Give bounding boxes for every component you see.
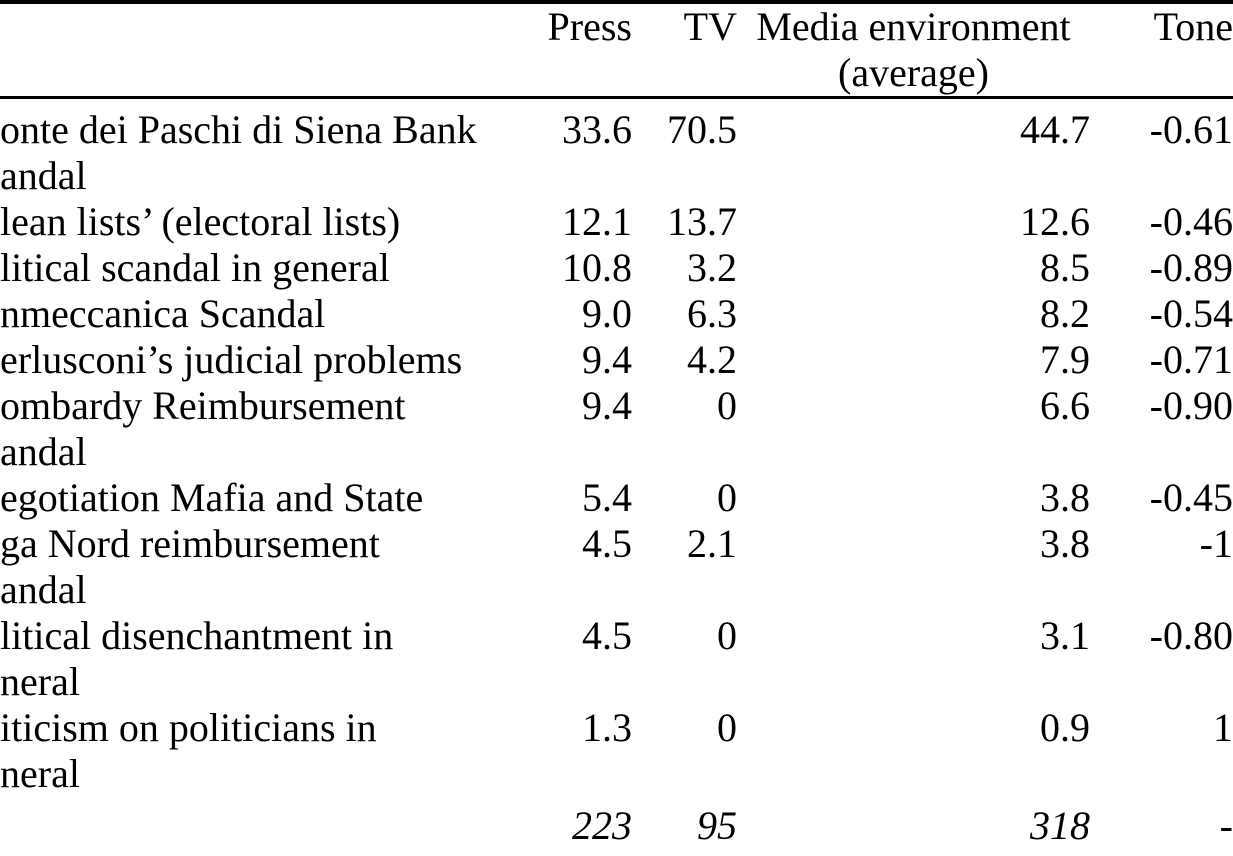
media-value: 3.8 bbox=[1040, 475, 1090, 520]
totals-row: 223 95 318 - bbox=[0, 797, 1233, 849]
row-label-line2: andal bbox=[0, 153, 87, 198]
media-value: 3.1 bbox=[1040, 613, 1090, 658]
tone-value: -1 bbox=[1199, 521, 1233, 566]
label-header bbox=[0, 2, 500, 98]
row-label-line2: andal bbox=[0, 567, 87, 612]
row-label-line1: litical scandal in general bbox=[0, 245, 390, 290]
tv-total: 95 bbox=[697, 803, 737, 848]
row-label: erlusconi’s judicial problems bbox=[0, 337, 500, 383]
table-row: iticism on politicians in neral 1.3 0 0.… bbox=[0, 705, 1233, 797]
press-value: 4.5 bbox=[582, 521, 632, 566]
row-label: nmeccanica Scandal bbox=[0, 291, 500, 337]
media-environment-header-line2: (average) bbox=[838, 50, 989, 95]
tone-value: -0.46 bbox=[1149, 199, 1233, 244]
tv-value: 13.7 bbox=[667, 199, 737, 244]
row-label: litical scandal in general bbox=[0, 245, 500, 291]
tone-value: -0.45 bbox=[1149, 475, 1233, 520]
header-row: Press TV Media environment (average) Ton… bbox=[0, 2, 1233, 98]
row-label: ga Nord reimbursement andal bbox=[0, 521, 500, 613]
tv-header: TV bbox=[683, 4, 737, 49]
press-value: 9.4 bbox=[582, 337, 632, 382]
row-label-line1: onte dei Paschi di Siena Bank bbox=[0, 107, 477, 152]
row-label-line1: iticism on politicians in bbox=[0, 705, 377, 750]
row-label-line1: nmeccanica Scandal bbox=[0, 291, 326, 336]
media-environment-header: Media environment (average) bbox=[737, 2, 1090, 98]
totals-label bbox=[0, 797, 500, 849]
press-total: 223 bbox=[572, 803, 632, 848]
press-value: 33.6 bbox=[562, 107, 632, 152]
media-value: 12.6 bbox=[1020, 199, 1090, 244]
row-label-line1: ombardy Reimbursement bbox=[0, 383, 406, 428]
media-environment-header-line1: Media environment bbox=[756, 4, 1071, 49]
media-value: 8.2 bbox=[1040, 291, 1090, 336]
tone-value: -0.80 bbox=[1149, 613, 1233, 658]
tone-value: -0.90 bbox=[1149, 383, 1233, 428]
tone-value: 1 bbox=[1213, 705, 1233, 750]
press-value: 9.0 bbox=[582, 291, 632, 336]
tv-value: 2.1 bbox=[687, 521, 737, 566]
row-label-line2: andal bbox=[0, 429, 87, 474]
table-row: onte dei Paschi di Siena Bank andal 33.6… bbox=[0, 98, 1233, 200]
tone-value: -0.54 bbox=[1149, 291, 1233, 336]
row-label-line1: ga Nord reimbursement bbox=[0, 521, 380, 566]
row-label: lean lists’ (electoral lists) bbox=[0, 199, 500, 245]
tone-total: - bbox=[1219, 803, 1233, 848]
row-label: litical disenchantment in neral bbox=[0, 613, 500, 705]
tv-value: 6.3 bbox=[687, 291, 737, 336]
row-label-line1: litical disenchantment in bbox=[0, 613, 394, 658]
press-value: 5.4 bbox=[582, 475, 632, 520]
table-row: ombardy Reimbursement andal 9.4 0 6.6 -0… bbox=[0, 383, 1233, 475]
table-row: litical disenchantment in neral 4.5 0 3.… bbox=[0, 613, 1233, 705]
tv-value: 70.5 bbox=[667, 107, 737, 152]
tv-value: 3.2 bbox=[687, 245, 737, 290]
tone-value: -0.61 bbox=[1149, 107, 1233, 152]
table-row: lean lists’ (electoral lists) 12.1 13.7 … bbox=[0, 199, 1233, 245]
media-value: 44.7 bbox=[1020, 107, 1090, 152]
table-row: litical scandal in general 10.8 3.2 8.5 … bbox=[0, 245, 1233, 291]
tv-value: 0 bbox=[717, 383, 737, 428]
press-value: 9.4 bbox=[582, 383, 632, 428]
media-value: 3.8 bbox=[1040, 521, 1090, 566]
media-value: 0.9 bbox=[1040, 705, 1090, 750]
table-row: ga Nord reimbursement andal 4.5 2.1 3.8 … bbox=[0, 521, 1233, 613]
row-label: iticism on politicians in neral bbox=[0, 705, 500, 797]
press-value: 4.5 bbox=[582, 613, 632, 658]
tone-value: -0.89 bbox=[1149, 245, 1233, 290]
tone-header: Tone bbox=[1153, 4, 1233, 49]
tv-value: 4.2 bbox=[687, 337, 737, 382]
row-label-line1: lean lists’ (electoral lists) bbox=[0, 199, 401, 244]
row-label: egotiation Mafia and State bbox=[0, 475, 500, 521]
table-row: egotiation Mafia and State 5.4 0 3.8 -0.… bbox=[0, 475, 1233, 521]
row-label-line2: neral bbox=[0, 659, 80, 704]
media-value: 6.6 bbox=[1040, 383, 1090, 428]
table-row: erlusconi’s judicial problems 9.4 4.2 7.… bbox=[0, 337, 1233, 383]
row-label-line1: egotiation Mafia and State bbox=[0, 475, 424, 520]
media-total: 318 bbox=[1030, 803, 1090, 848]
row-label: onte dei Paschi di Siena Bank andal bbox=[0, 98, 500, 200]
press-header: Press bbox=[547, 4, 632, 49]
table-row: nmeccanica Scandal 9.0 6.3 8.2 -0.54 bbox=[0, 291, 1233, 337]
tv-value: 0 bbox=[717, 475, 737, 520]
row-label-line1: erlusconi’s judicial problems bbox=[0, 337, 463, 382]
media-value: 8.5 bbox=[1040, 245, 1090, 290]
media-value: 7.9 bbox=[1040, 337, 1090, 382]
row-label: ombardy Reimbursement andal bbox=[0, 383, 500, 475]
row-label-line2: neral bbox=[0, 751, 80, 796]
press-value: 10.8 bbox=[562, 245, 632, 290]
tv-value: 0 bbox=[717, 613, 737, 658]
press-value: 1.3 bbox=[582, 705, 632, 750]
tone-value: -0.71 bbox=[1149, 337, 1233, 382]
press-value: 12.1 bbox=[562, 199, 632, 244]
tv-value: 0 bbox=[717, 705, 737, 750]
